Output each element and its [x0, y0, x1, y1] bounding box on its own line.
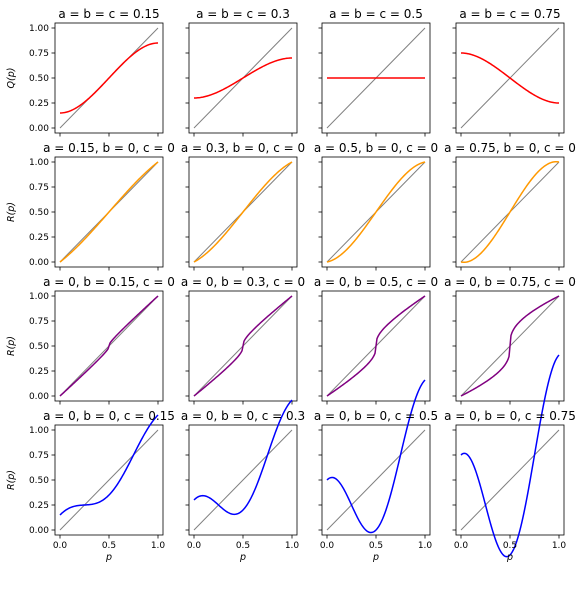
y-tick-label: 0.00	[29, 258, 49, 268]
series-line	[326, 379, 426, 534]
series-line	[460, 295, 560, 397]
y-axis-label: Q(p)	[6, 68, 17, 89]
y-axis-label: R(p)	[6, 470, 17, 490]
subplot-title: a = b = c = 0.5	[329, 7, 423, 21]
reference-line	[460, 429, 560, 531]
subplot-2: a = b = c = 0.3	[185, 7, 298, 137]
y-axis-label: R(p)	[6, 336, 17, 356]
y-tick-label: 0.25	[29, 99, 49, 109]
y-tick-label: 0.75	[29, 317, 49, 327]
x-tick-label: 0.0	[53, 541, 68, 551]
x-tick-label: 1.0	[552, 541, 567, 551]
series-line	[59, 42, 159, 114]
subplot-title: a = 0, b = 0.75, c = 0	[444, 275, 576, 289]
subplot-15: a = 0, b = 0, c = 0.5 0.0 0.5 1.0 p	[314, 379, 438, 563]
series-line	[326, 161, 426, 263]
series-line	[59, 295, 159, 397]
subplot-title: a = 0, b = 0, c = 0.75	[444, 409, 576, 423]
subplot-title: a = 0, b = 0.3, c = 0	[181, 275, 305, 289]
subplot-7: a = 0.5, b = 0, c = 0	[314, 141, 438, 271]
y-tick-label: 0.50	[29, 74, 49, 84]
subplot-5: a = 0.15, b = 0, c = 0 0.00 0.25 0.50 0.75 1.…	[6, 141, 175, 271]
series-line	[326, 295, 426, 397]
reference-line	[59, 429, 159, 531]
x-axis-label: p	[372, 552, 379, 563]
series-line	[193, 161, 293, 263]
subplot-1: a = b = c = 0.15 0.00 0.25 0.50 0.75 1.00 Q(p)	[6, 7, 164, 137]
x-axis-label: p	[506, 552, 513, 563]
y-tick-label: 0.75	[29, 451, 49, 461]
y-tick-label: 1.00	[29, 292, 49, 302]
x-tick-label: 1.0	[285, 541, 300, 551]
y-tick-label: 1.00	[29, 158, 49, 168]
y-tick-label: 1.00	[29, 24, 49, 34]
x-tick-label: 0.5	[236, 541, 250, 551]
subplot-title: a = b = c = 0.3	[196, 7, 290, 21]
series-line	[59, 414, 159, 516]
subplot-title: a = 0, b = 0.15, c = 0	[43, 275, 175, 289]
subplot-title: a = 0.3, b = 0, c = 0	[181, 141, 305, 155]
x-tick-label: 1.0	[418, 541, 433, 551]
reference-line	[193, 429, 293, 531]
subplot-title: a = 0, b = 0, c = 0.5	[314, 409, 438, 423]
y-tick-label: 0.00	[29, 526, 49, 536]
subplot-title: a = 0, b = 0, c = 0.3	[181, 409, 305, 423]
subplot-14: a = 0, b = 0, c = 0.3 0.0 0.5 1.0 p	[181, 399, 305, 563]
x-axis-label: p	[105, 552, 112, 563]
x-tick-label: 0.5	[102, 541, 116, 551]
y-tick-label: 0.50	[29, 342, 49, 352]
x-tick-label: 0.5	[503, 541, 517, 551]
subplot-4: a = b = c = 0.75	[452, 7, 565, 137]
y-tick-label: 1.00	[29, 426, 49, 436]
y-tick-label: 0.25	[29, 501, 49, 511]
y-tick-label: 0.00	[29, 392, 49, 402]
subplot-title: a = 0.15, b = 0, c = 0	[43, 141, 175, 155]
y-tick-label: 0.75	[29, 183, 49, 193]
x-tick-label: 0.0	[187, 541, 202, 551]
series-line	[460, 52, 560, 104]
x-tick-label: 1.0	[151, 541, 166, 551]
subplot-title: a = 0, b = 0.5, c = 0	[314, 275, 438, 289]
subplot-title: a = 0.75, b = 0, c = 0	[444, 141, 576, 155]
y-tick-label: 0.25	[29, 367, 49, 377]
y-tick-label: 0.50	[29, 476, 49, 486]
y-tick-label: 0.75	[29, 49, 49, 59]
series-line	[193, 57, 293, 99]
y-axis-label: R(p)	[6, 202, 17, 222]
subplot-3: a = b = c = 0.5	[318, 7, 431, 137]
y-tick-label: 0.25	[29, 233, 49, 243]
subplot-title: a = b = c = 0.15	[58, 7, 159, 21]
subplot-title: a = 0, b = 0, c = 0.15	[43, 409, 175, 423]
x-tick-label: 0.0	[454, 541, 469, 551]
series-line	[193, 399, 293, 516]
reference-line	[326, 429, 426, 531]
x-axis-label: p	[239, 552, 246, 563]
subplot-12: a = 0, b = 0.75, c = 0	[444, 275, 576, 405]
x-tick-label: 0.0	[320, 541, 335, 551]
y-tick-label: 0.50	[29, 208, 49, 218]
series-line	[59, 161, 159, 263]
subplot-9: a = 0, b = 0.15, c = 0 0.00 0.25 0.50 0.75 1.…	[6, 275, 175, 405]
x-tick-label: 0.5	[369, 541, 383, 551]
subplot-16: a = 0, b = 0, c = 0.75 0.0 0.5 1.0 p	[444, 354, 576, 563]
subplot-11: a = 0, b = 0.5, c = 0	[314, 275, 438, 405]
subplot-6: a = 0.3, b = 0, c = 0	[181, 141, 305, 271]
subplot-8: a = 0.75, b = 0, c = 0	[444, 141, 576, 271]
subplot-title: a = b = c = 0.75	[459, 7, 560, 21]
subplot-13: a = 0, b = 0, c = 0.15 0.0 0.5 1.0 0.00 0.25 0…	[6, 409, 175, 563]
subplot-10: a = 0, b = 0.3, c = 0	[181, 275, 305, 405]
series-line	[460, 354, 560, 558]
series-line	[193, 295, 293, 397]
series-line	[460, 160, 560, 264]
subplot-title: a = 0.5, b = 0, c = 0	[314, 141, 438, 155]
y-tick-label: 0.00	[29, 124, 49, 134]
